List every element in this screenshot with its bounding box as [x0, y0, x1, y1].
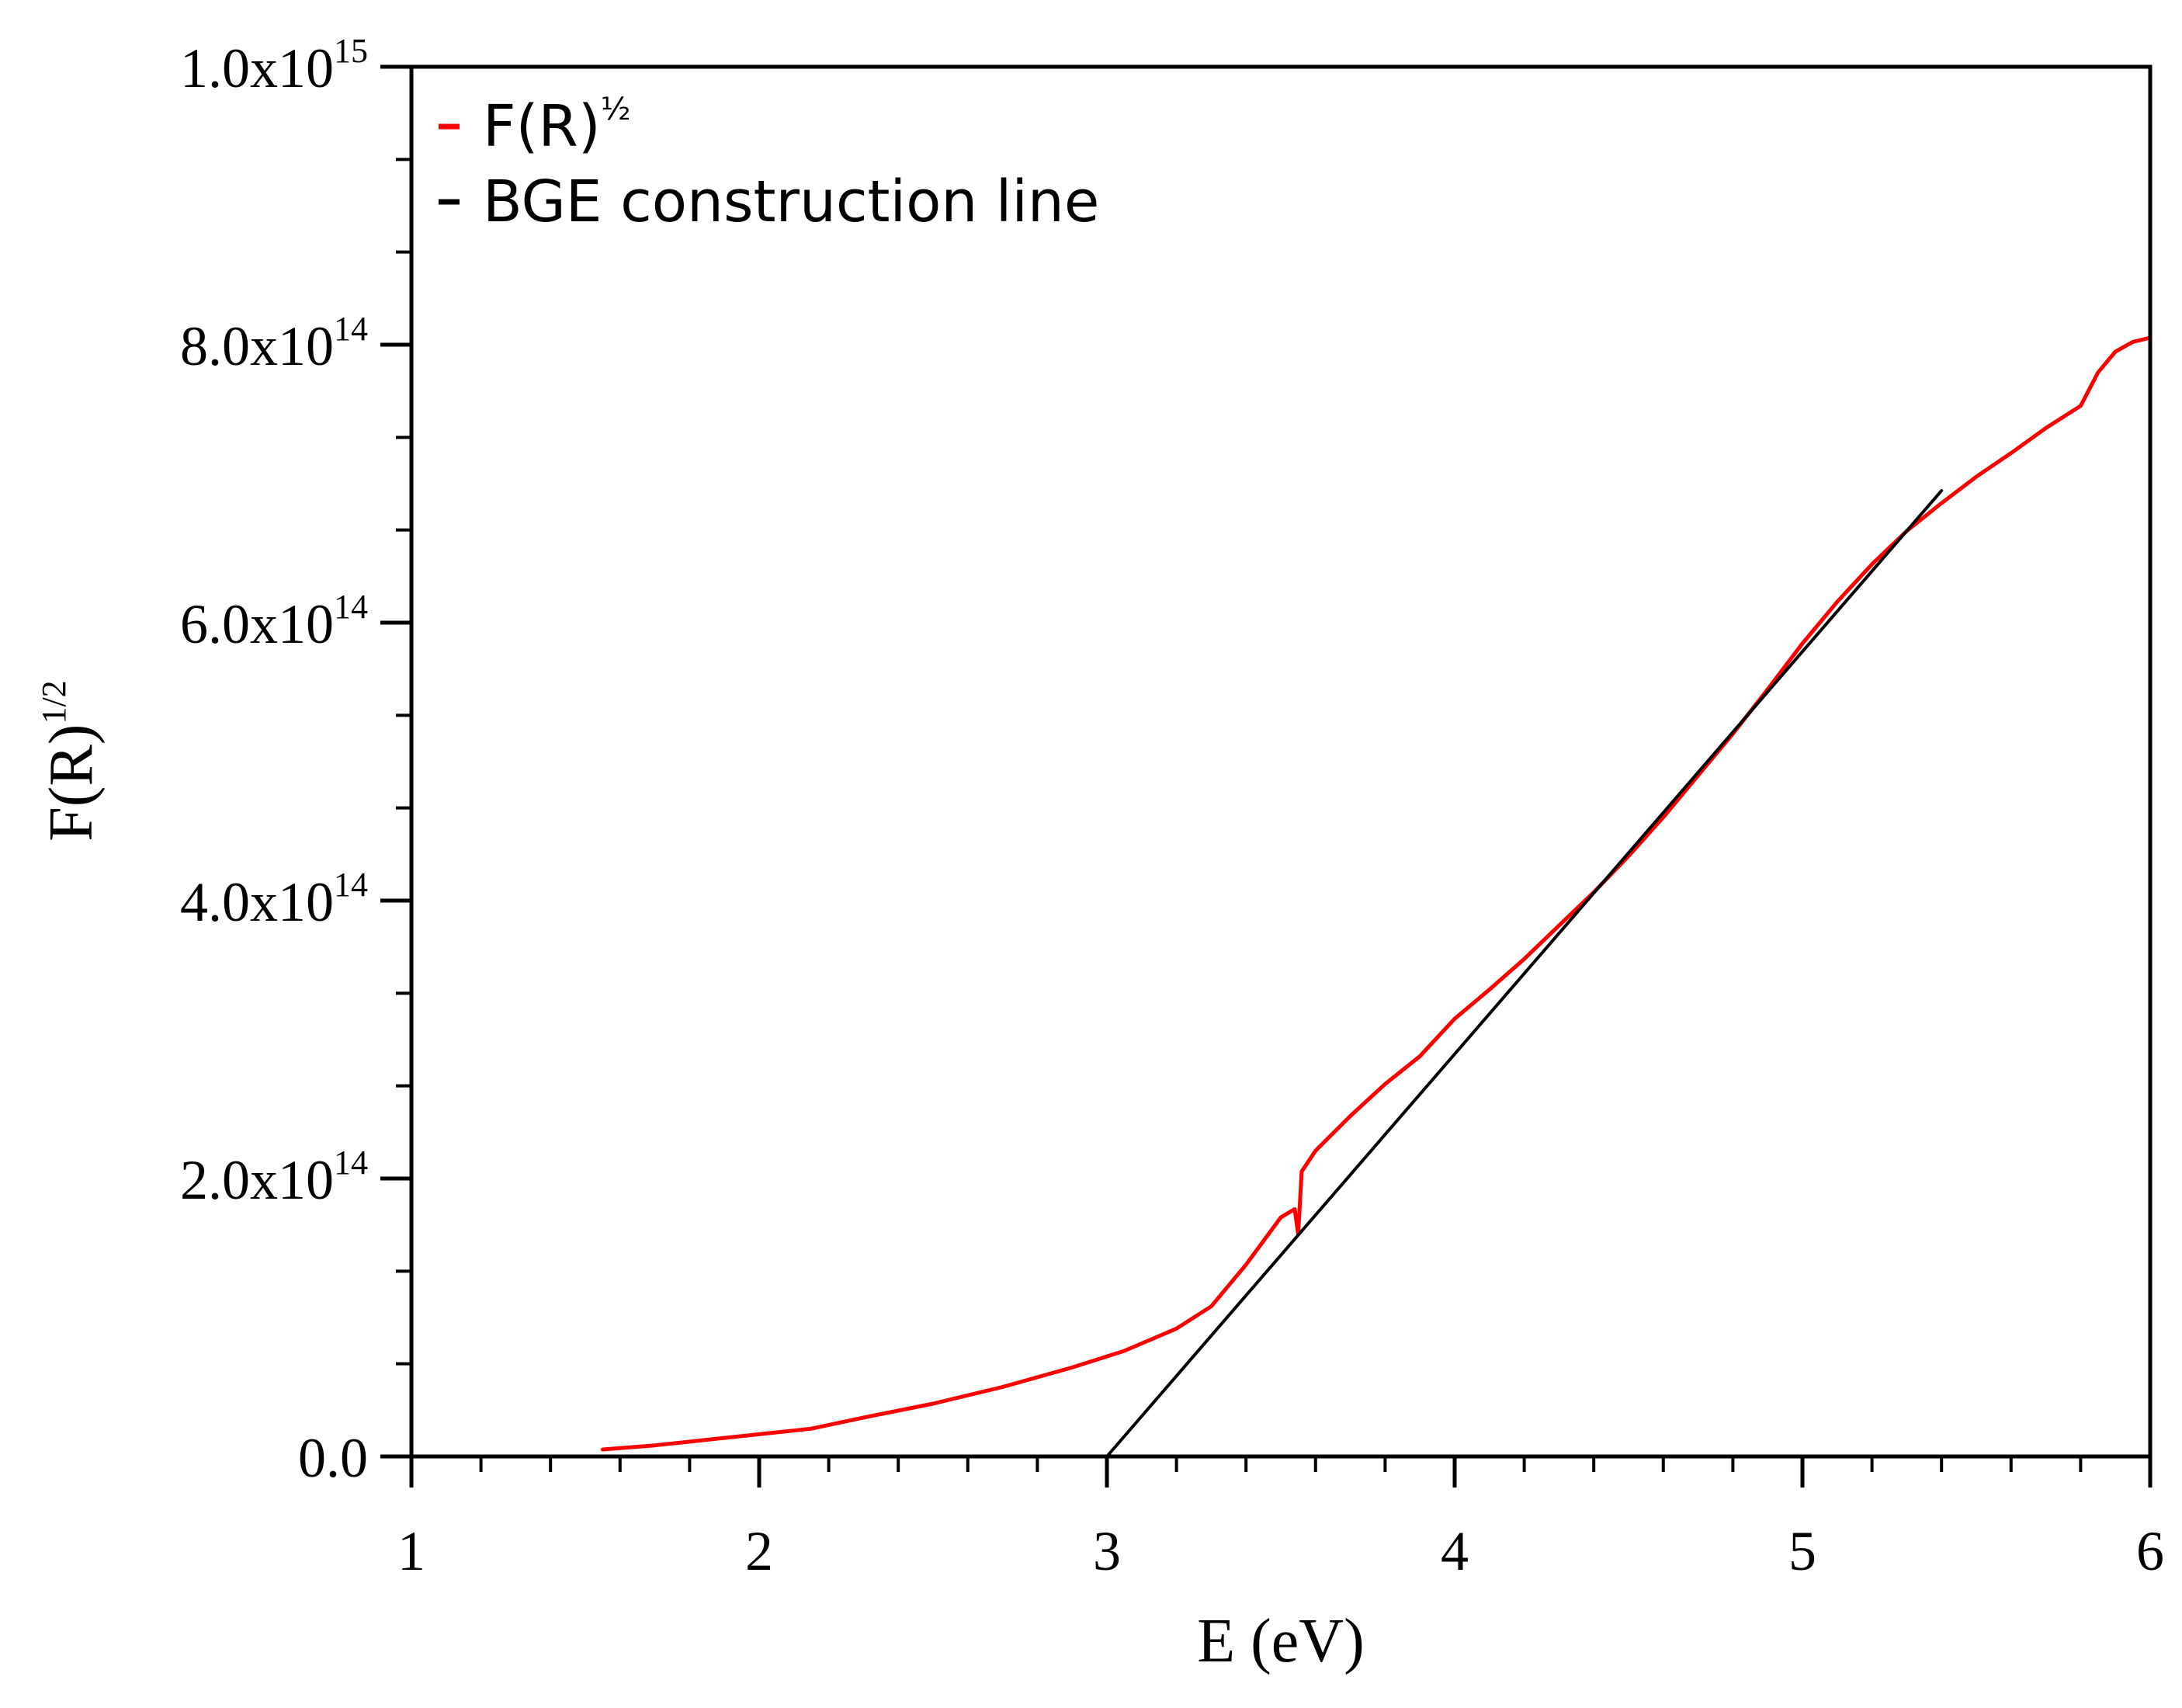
y-tick-mantissa: 2.0x10 [180, 1149, 334, 1211]
y-tick-mantissa: 1.0x10 [180, 37, 334, 99]
y-tick-exponent: 15 [334, 32, 368, 70]
y-tick-labels: 0.02.0x10144.0x10146.0x10148.0x10141.0x1… [180, 32, 368, 1489]
y-tick-exponent: 14 [334, 588, 368, 626]
x-tick-labels: 1 2 3 4 5 6 [397, 1520, 2164, 1582]
series-line-fr [600, 335, 2153, 1452]
x-tick-label: 1 [397, 1520, 425, 1582]
y-tick-mantissa: 6.0x10 [180, 593, 334, 655]
legend: F(R)½ BGE construction line [439, 92, 1099, 235]
legend-label-fr-sup: ½ [601, 92, 631, 127]
y-tick-exponent: 14 [334, 310, 368, 348]
y-tick-exponent: 14 [334, 866, 368, 904]
legend-label-fr-base: F(R) [483, 93, 601, 160]
y-tick-label: 1.0x1015 [180, 32, 368, 99]
y-tick-label: 4.0x1014 [180, 866, 368, 933]
y-tick-label: 0.0 [298, 1427, 368, 1489]
y-axis-title-sup: 1/2 [35, 680, 73, 724]
series-line-bge [1105, 489, 1944, 1458]
x-axis-title: E (eV) [1197, 1607, 1364, 1675]
plot-frame [409, 64, 2153, 1459]
x-tick-label: 5 [1788, 1520, 1816, 1582]
y-tick-mantissa: 4.0x10 [180, 871, 334, 933]
y-tick-label: 2.0x1014 [180, 1144, 368, 1211]
y-axis-title: F(R)1/2 [35, 680, 106, 841]
y-tick-label: 6.0x1014 [180, 588, 368, 655]
x-tick-label: 6 [2136, 1520, 2164, 1582]
x-tick-label: 2 [745, 1520, 773, 1582]
y-tick-label: 8.0x1014 [180, 310, 368, 377]
y-tick-mantissa: 8.0x10 [180, 315, 334, 377]
legend-label-bge: BGE construction line [483, 168, 1099, 235]
x-tick-label: 4 [1441, 1520, 1469, 1582]
y-axis-title-base: F(R) [37, 724, 106, 842]
x-tick-label: 3 [1093, 1520, 1121, 1582]
major-ticks [380, 64, 2153, 1488]
minor-ticks [396, 158, 2083, 1472]
legend-label-fr: F(R)½ [483, 92, 631, 160]
series-layer [600, 335, 2153, 1458]
y-tick-mantissa: 0.0 [298, 1427, 368, 1489]
y-tick-exponent: 14 [334, 1144, 368, 1182]
